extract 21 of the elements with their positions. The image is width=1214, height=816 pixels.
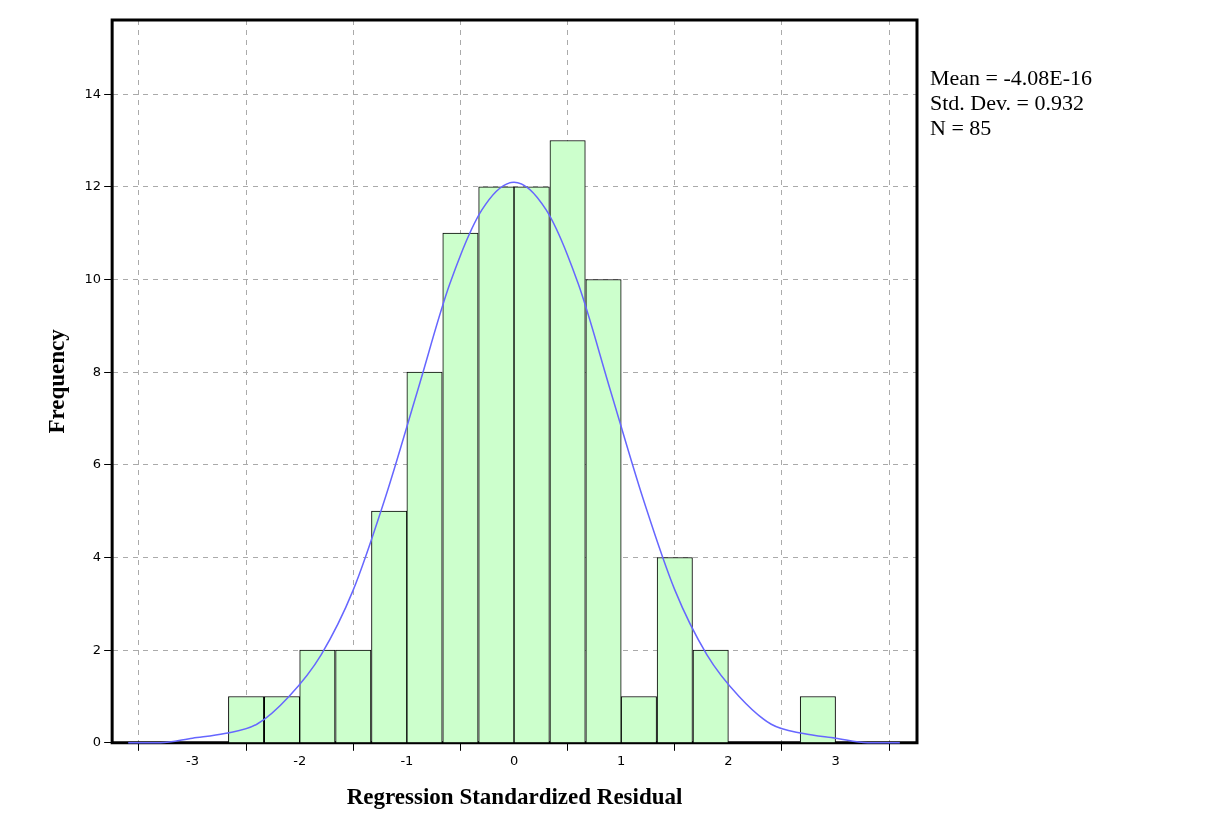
y-tick-label: 14 xyxy=(84,85,102,101)
x-tick-label: -3 xyxy=(186,752,199,768)
text: Mean = -4.08E-16 xyxy=(930,64,1093,90)
text: Std. Dev. = 0.932 xyxy=(930,89,1084,115)
text: N = 85 xyxy=(930,114,992,140)
x-tick-label: 1 xyxy=(617,752,626,768)
y-tick-label: 2 xyxy=(92,641,102,657)
x-tick-label: -1 xyxy=(400,752,414,768)
y-tick-label: 0 xyxy=(92,734,102,750)
x-tick-label: 0 xyxy=(509,752,519,768)
y-tick-label: 12 xyxy=(84,178,102,194)
y-tick-label: 4 xyxy=(92,548,102,564)
y-tick-label: 6 xyxy=(92,456,102,472)
line-series xyxy=(127,181,901,744)
y-axis-title: Frequency xyxy=(43,328,69,434)
x-axis-title: Regression Standardized Residual xyxy=(346,784,683,810)
x-tick-label: 2 xyxy=(724,752,733,768)
y-tick-label: 8 xyxy=(92,363,102,379)
x-tick-label: -2 xyxy=(293,752,307,768)
y-tick-label: 10 xyxy=(84,270,102,286)
x-tick-label: 3 xyxy=(831,752,840,768)
